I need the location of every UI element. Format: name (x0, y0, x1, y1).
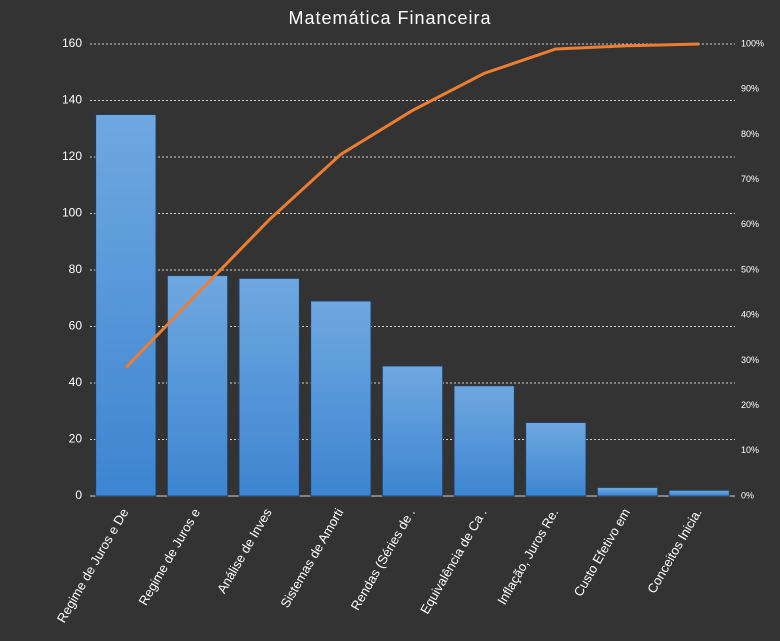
bar (525, 422, 587, 497)
y2-tick-label: 30% (741, 355, 759, 365)
y-tick-label: 60 (69, 319, 83, 333)
y2-tick-label: 10% (741, 445, 759, 455)
bar (668, 489, 730, 497)
y2-tick-label: 80% (741, 129, 759, 139)
y-tick-label: 140 (62, 93, 82, 107)
y2-tick-label: 20% (741, 400, 759, 410)
y-tick-label: 20 (69, 432, 83, 446)
bar (238, 278, 300, 497)
pareto-line (124, 42, 700, 369)
bar (166, 275, 228, 497)
y-tick-label: 0 (75, 488, 82, 502)
y2-tick-label: 70% (741, 174, 759, 184)
y-tick-label: 120 (62, 149, 82, 163)
y2-tick-label: 60% (741, 219, 759, 229)
bar (95, 114, 157, 497)
chart-title: Matemática Financeira (288, 8, 491, 28)
y2-tick-label: 0% (741, 490, 754, 500)
y-tick-label: 160 (62, 36, 82, 50)
y-tick-label: 80 (69, 262, 83, 276)
bar (310, 300, 372, 497)
y2-tick-label: 100% (741, 38, 764, 48)
y2-tick-label: 50% (741, 264, 759, 274)
y-tick-label: 100 (62, 206, 82, 220)
bar (453, 385, 515, 497)
y-tick-label: 40 (69, 375, 83, 389)
bar (381, 365, 443, 497)
y2-tick-label: 40% (741, 310, 759, 320)
y2-tick-label: 90% (741, 84, 759, 94)
bar (597, 487, 659, 497)
